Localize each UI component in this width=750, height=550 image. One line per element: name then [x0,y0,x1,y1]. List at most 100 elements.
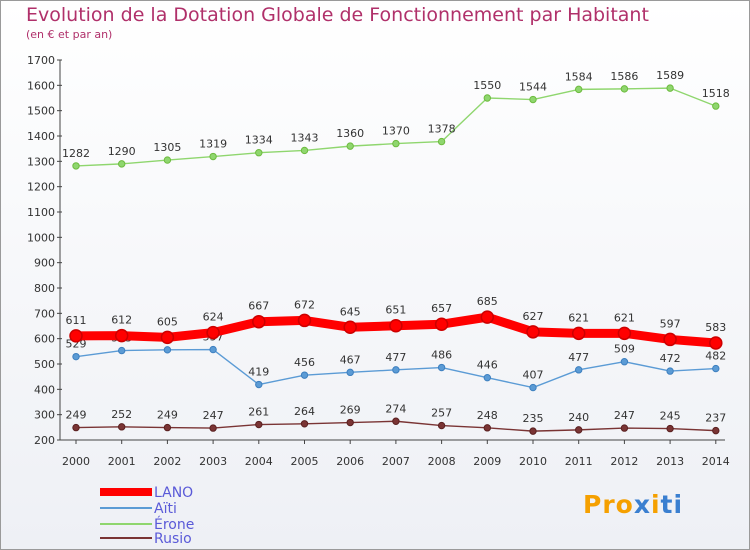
data-label: 1360 [336,127,364,140]
data-label: 605 [157,315,178,328]
data-point [571,326,586,341]
data-point [575,85,583,94]
data-point [300,146,309,155]
x-tick-label: 2011 [565,455,593,468]
data-label: 237 [705,412,726,425]
data-point [255,149,263,157]
legend-item: Érone [100,516,194,533]
data-point [209,152,217,161]
x-tick-label: 2013 [656,455,684,468]
y-tick-label: 1600 [27,79,55,92]
legend-item: Aïti [100,501,177,517]
x-tick-label: 2006 [336,455,364,468]
data-label: 249 [157,409,178,422]
data-point [620,424,629,432]
y-tick-label: 600 [34,333,55,346]
data-label: 1334 [245,134,273,147]
data-point [72,162,80,170]
data-label: 477 [568,351,589,364]
data-point [346,142,354,150]
data-point [575,426,583,434]
y-tick-label: 1400 [27,130,55,143]
data-point [620,358,629,366]
data-label: 1550 [473,79,501,92]
data-point [575,366,583,374]
data-label: 252 [111,408,132,421]
data-point [255,380,263,389]
data-point [118,160,126,168]
data-label: 249 [66,409,87,422]
x-tick-label: 2001 [108,455,136,468]
data-label: 247 [203,409,224,422]
x-tick-label: 2003 [199,455,227,468]
data-point [297,313,312,328]
data-label: 472 [660,352,681,365]
data-point [209,345,217,354]
y-tick-label: 1200 [27,181,55,194]
data-point [252,314,266,329]
data-point [300,420,309,428]
data-point [69,329,83,343]
y-tick-label: 800 [34,282,55,295]
data-point [437,363,446,372]
x-tick-label: 2000 [62,455,90,468]
x-tick-label: 2004 [245,455,273,468]
data-point [434,317,449,331]
y-tick-label: 1300 [27,155,55,168]
data-label: 627 [523,310,544,323]
data-label: 657 [431,302,452,315]
data-label: 257 [431,407,452,420]
data-label: 248 [477,409,498,422]
data-label: 672 [294,298,315,311]
data-label: 261 [248,406,269,419]
data-label: 685 [477,295,498,308]
data-point [346,368,354,377]
data-point [617,326,632,341]
legend-label: LANO [154,485,193,501]
x-tick-label: 2005 [291,455,319,468]
data-point [709,336,723,350]
data-label: 274 [385,402,406,415]
data-point [389,318,403,333]
data-point [392,139,400,148]
data-point [346,418,354,427]
data-point [663,332,677,347]
data-point [437,421,446,430]
x-tick-label: 2014 [702,455,730,468]
data-label: 645 [340,305,361,318]
data-label: 651 [385,304,406,317]
data-label: 1544 [519,81,547,94]
data-point [666,424,674,433]
axes: 200 300 400 500 600 700 800 900 1000 1100 1200 1300… [27,54,730,468]
data-label: 1290 [108,145,136,158]
y-tick-label: 1500 [27,105,55,118]
data-label: 1370 [382,125,410,138]
series-lano: 611 612 605 624 667 672 645 651 657 685 627 621 621 5… [66,295,726,350]
data-point [712,426,720,435]
data-label: 446 [477,359,498,372]
legend-item: LANO [100,485,193,501]
data-point [392,417,400,425]
data-point [72,352,80,361]
data-point [480,310,495,324]
data-point [206,325,220,340]
data-label: 583 [705,321,726,334]
y-tick-label: 700 [34,307,55,320]
data-label: 667 [248,300,269,313]
data-label: 1319 [199,138,227,151]
legend-label: Aïti [154,501,177,517]
y-tick-label: 200 [34,434,55,447]
data-point [529,383,537,392]
data-point [72,423,80,432]
data-point [118,346,126,355]
data-point [209,424,217,432]
series-erone: 1282 1290 1305 1319 1334 1343 1360 1370 1378 1550… [62,69,730,170]
data-point [712,364,720,373]
data-label: 1378 [428,123,456,136]
data-label: 1305 [153,141,181,154]
data-label: 1584 [565,70,593,83]
data-label: 269 [340,404,361,417]
data-label: 611 [66,314,87,327]
